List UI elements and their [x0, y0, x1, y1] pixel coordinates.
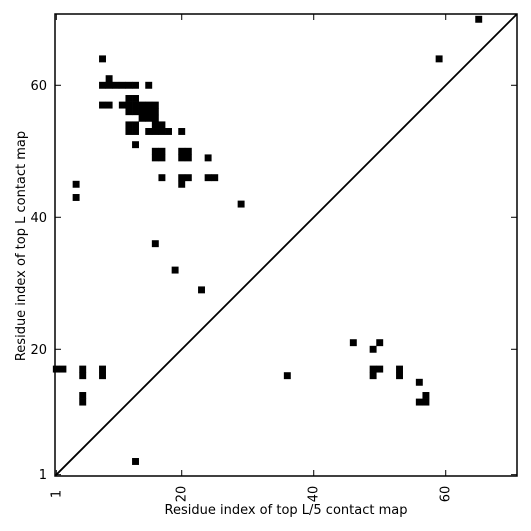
contact-point-upper — [72, 194, 80, 201]
contact-point-lower — [99, 372, 106, 380]
contact-point-upper — [211, 174, 219, 182]
contact-point-upper — [145, 128, 153, 135]
contact-point-upper — [125, 95, 133, 102]
contact-point-upper — [125, 101, 133, 109]
contact-point-upper — [118, 101, 126, 109]
contact-point-lower — [349, 339, 357, 347]
axis-ticks: 1 20 40 60 1 20 40 60 — [30, 14, 517, 502]
contact-point-lower — [79, 392, 87, 399]
contact-point-upper — [145, 81, 153, 89]
contact-point-lower — [52, 365, 60, 373]
contact-point-upper — [125, 128, 133, 135]
contact-point-lower — [79, 372, 87, 380]
contact-point-upper — [132, 128, 139, 135]
contact-point-upper — [145, 101, 153, 109]
contact-point-lower — [376, 339, 384, 347]
y-tick-label: 20 — [30, 343, 47, 358]
contact-point-lower — [99, 365, 106, 373]
contact-point-upper — [105, 81, 113, 89]
contact-point-upper — [204, 174, 212, 182]
contact-point-upper — [112, 81, 120, 89]
contact-point-upper — [435, 55, 443, 63]
contact-point-lower — [79, 398, 87, 406]
y-tick-label: 60 — [30, 79, 47, 94]
diagonal-layer — [55, 13, 518, 476]
y-axis-label: Residue index of top L contact map — [14, 131, 29, 361]
contact-point-upper — [99, 101, 106, 109]
y-tick-label: 1 — [39, 468, 47, 483]
contact-point-upper — [132, 81, 139, 89]
contact-point-upper — [158, 154, 166, 162]
x-tick-label: 1 — [49, 490, 64, 498]
contact-point-lower — [369, 345, 377, 353]
contact-point-upper — [105, 75, 113, 83]
contact-point-upper — [118, 81, 126, 89]
contact-point-upper — [158, 121, 166, 129]
contact-point-upper — [158, 128, 166, 135]
contact-point-lower — [415, 378, 423, 386]
contact-point-upper — [132, 108, 139, 116]
contact-point-upper — [132, 141, 139, 149]
contact-point-lower — [376, 365, 384, 373]
contact-point-upper — [125, 108, 133, 116]
contact-point-upper — [132, 101, 139, 109]
contact-point-upper — [178, 180, 186, 188]
contact-point-upper — [171, 266, 179, 274]
contact-point-upper — [158, 174, 166, 182]
contact-point-upper — [165, 128, 172, 135]
contact-points — [52, 15, 483, 465]
contact-point-upper — [138, 101, 146, 109]
contact-point-upper — [138, 108, 146, 116]
y-tick-label: 40 — [30, 211, 47, 226]
contact-point-upper — [151, 147, 159, 155]
contact-point-upper — [125, 121, 133, 129]
contact-point-upper — [151, 108, 159, 116]
contact-point-upper — [105, 101, 113, 109]
x-tick-label: 20 — [175, 486, 190, 503]
contact-point-lower — [396, 372, 403, 380]
contact-point-lower — [283, 372, 291, 380]
contact-point-lower — [422, 392, 430, 399]
contact-point-upper — [184, 174, 192, 182]
contact-point-upper — [204, 154, 212, 162]
x-axis-label: Residue index of top L/5 contact map — [165, 503, 408, 518]
diagonal-line — [55, 13, 518, 476]
contact-point-lower — [59, 365, 67, 373]
contact-point-upper — [145, 108, 153, 116]
contact-point-upper — [475, 15, 483, 23]
contact-point-upper — [151, 101, 159, 109]
contact-point-upper — [125, 81, 133, 89]
contact-point-upper — [145, 114, 153, 122]
contact-point-upper — [132, 95, 139, 102]
contact-point-upper — [184, 154, 192, 162]
contact-point-lower — [79, 365, 87, 373]
contact-point-upper — [151, 121, 159, 129]
contact-point-upper — [151, 114, 159, 122]
contact-point-upper — [198, 286, 205, 294]
contact-point-lower — [396, 365, 403, 373]
contact-point-upper — [178, 128, 186, 135]
contact-point-upper — [151, 128, 159, 135]
contact-point-upper — [151, 154, 159, 162]
contact-point-upper — [178, 147, 186, 155]
contact-point-upper — [99, 55, 106, 63]
x-tick-label: 40 — [307, 486, 322, 503]
contact-point-upper — [72, 180, 80, 188]
contact-point-lower — [422, 398, 430, 406]
contact-point-upper — [158, 147, 166, 155]
contact-point-upper — [132, 121, 139, 129]
contact-point-lower — [415, 398, 423, 406]
contact-point-upper — [151, 240, 159, 248]
contact-point-upper — [99, 81, 106, 89]
contact-point-upper — [138, 114, 146, 122]
contact-point-upper — [184, 147, 192, 155]
contact-point-upper — [178, 154, 186, 162]
contact-point-upper — [237, 200, 245, 208]
x-tick-label: 60 — [439, 486, 454, 503]
contact-point-lower — [369, 365, 377, 373]
contact-point-upper — [178, 174, 186, 182]
contact-point-lower — [132, 458, 139, 465]
contact-point-lower — [369, 372, 377, 380]
